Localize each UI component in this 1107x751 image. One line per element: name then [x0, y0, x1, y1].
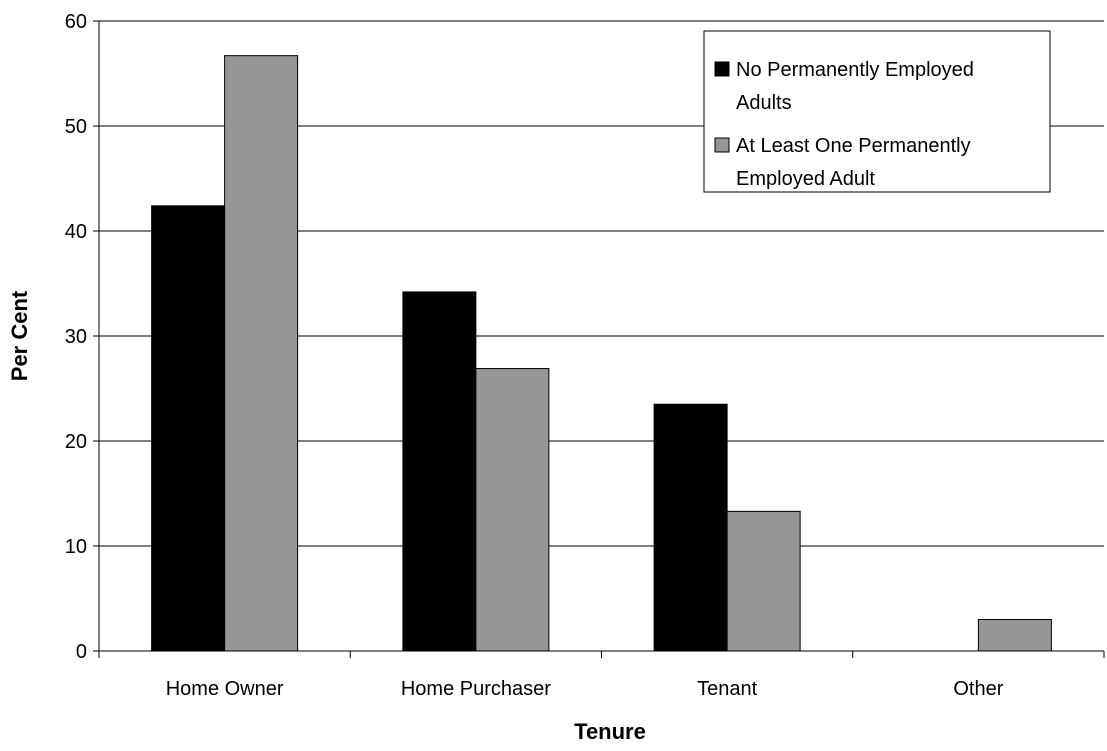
- y-tick-label: 10: [65, 536, 87, 558]
- y-tick-label: 40: [65, 221, 87, 243]
- bar-at-least-one-employed: [977, 619, 1052, 652]
- axes: 0 10 20 30 40 50 60 Home Owner Home Purchaser Ten…: [65, 11, 1105, 700]
- y-tick-label: 0: [76, 641, 87, 663]
- y-tick-label: 50: [65, 116, 87, 138]
- bar-at-least-one-employed: [475, 368, 550, 652]
- x-axis-title: Tenure: [574, 719, 646, 744]
- x-tick-label: Home Owner: [166, 678, 284, 700]
- bar-at-least-one-employed: [224, 55, 299, 652]
- bars: [151, 55, 1052, 652]
- legend-swatch: [714, 137, 730, 153]
- bar-no-employed: [402, 291, 477, 652]
- legend: No Permanently Employed Adults At Least On…: [703, 30, 1051, 193]
- x-tick-label: Home Purchaser: [401, 678, 551, 700]
- x-tick-label: Other: [953, 678, 1003, 700]
- y-tick-label: 60: [65, 11, 87, 33]
- legend-swatch: [714, 61, 730, 77]
- bar-no-employed: [653, 403, 728, 652]
- y-axis-title: Per Cent: [7, 290, 32, 381]
- x-tick-label: Tenant: [697, 678, 757, 700]
- legend-label: No Permanently Employed: [736, 59, 974, 81]
- y-tick-label: 20: [65, 431, 87, 453]
- bar-at-least-one-employed: [726, 510, 801, 652]
- legend-box: [703, 30, 1051, 193]
- legend-label: Adults: [736, 92, 792, 114]
- y-tick-label: 30: [65, 326, 87, 348]
- legend-label: At Least One Permanently: [736, 135, 971, 157]
- bar-no-employed: [151, 205, 226, 652]
- legend-label: Employed Adult: [736, 168, 875, 190]
